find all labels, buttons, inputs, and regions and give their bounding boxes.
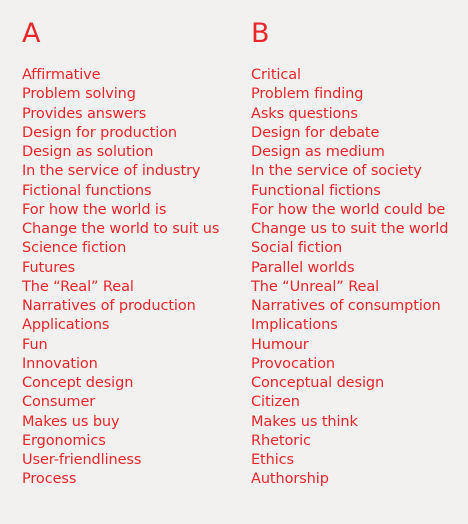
column-a-item: Consumer [22, 393, 219, 412]
column-a-item: Ergonomics [22, 432, 219, 451]
column-b-item: Ethics [251, 451, 448, 470]
column-a-item: Innovation [22, 355, 219, 374]
column-a-item: Design as solution [22, 143, 219, 162]
column-a-item: Futures [22, 259, 219, 278]
column-b: B Critical Problem finding Asks questions D… [251, 18, 448, 490]
column-a-item: Makes us buy [22, 413, 219, 432]
column-a-item: Design for production [22, 124, 219, 143]
column-b-item: The “Unreal” Real [251, 278, 448, 297]
column-b-item: Authorship [251, 470, 448, 489]
column-b-item: In the service of society [251, 162, 448, 181]
column-a-item: Narratives of production [22, 297, 219, 316]
column-b-item: Design as medium [251, 143, 448, 162]
column-a-item: The “Real” Real [22, 278, 219, 297]
column-a-item: Provides answers [22, 105, 219, 124]
column-a-item: Process [22, 470, 219, 489]
column-b-item: Change us to suit the world [251, 220, 448, 239]
column-a-item: Science fiction [22, 239, 219, 258]
column-a: A Affirmative Problem solving Provides ans… [22, 18, 219, 490]
column-a-item: Affirmative [22, 66, 219, 85]
column-b-item: Social fiction [251, 239, 448, 258]
column-b-item: Provocation [251, 355, 448, 374]
column-a-item: User-friendliness [22, 451, 219, 470]
column-a-item: Change the world to suit us [22, 220, 219, 239]
column-a-item: For how the world is [22, 201, 219, 220]
column-a-item: Fictional functions [22, 182, 219, 201]
column-b-item: Humour [251, 336, 448, 355]
column-b-list: Critical Problem finding Asks questions Des… [251, 66, 448, 490]
column-a-list: Affirmative Problem solving Provides answe… [22, 66, 219, 490]
column-b-item: Design for debate [251, 124, 448, 143]
column-b-item: Functional fictions [251, 182, 448, 201]
column-b-item: For how the world could be [251, 201, 448, 220]
column-b-item: Critical [251, 66, 448, 85]
column-b-item: Rhetoric [251, 432, 448, 451]
column-b-heading: B [251, 18, 448, 50]
column-a-item: Applications [22, 316, 219, 335]
column-b-item: Narratives of consumption [251, 297, 448, 316]
column-b-item: Problem finding [251, 85, 448, 104]
column-b-item: Implications [251, 316, 448, 335]
column-a-item: Concept design [22, 374, 219, 393]
column-b-item: Asks questions [251, 105, 448, 124]
column-a-item: Fun [22, 336, 219, 355]
column-b-item: Makes us think [251, 413, 448, 432]
column-b-item: Conceptual design [251, 374, 448, 393]
column-a-item: Problem solving [22, 85, 219, 104]
column-a-item: In the service of industry [22, 162, 219, 181]
column-b-item: Citizen [251, 393, 448, 412]
column-b-item: Parallel worlds [251, 259, 448, 278]
column-a-heading: A [22, 18, 219, 50]
